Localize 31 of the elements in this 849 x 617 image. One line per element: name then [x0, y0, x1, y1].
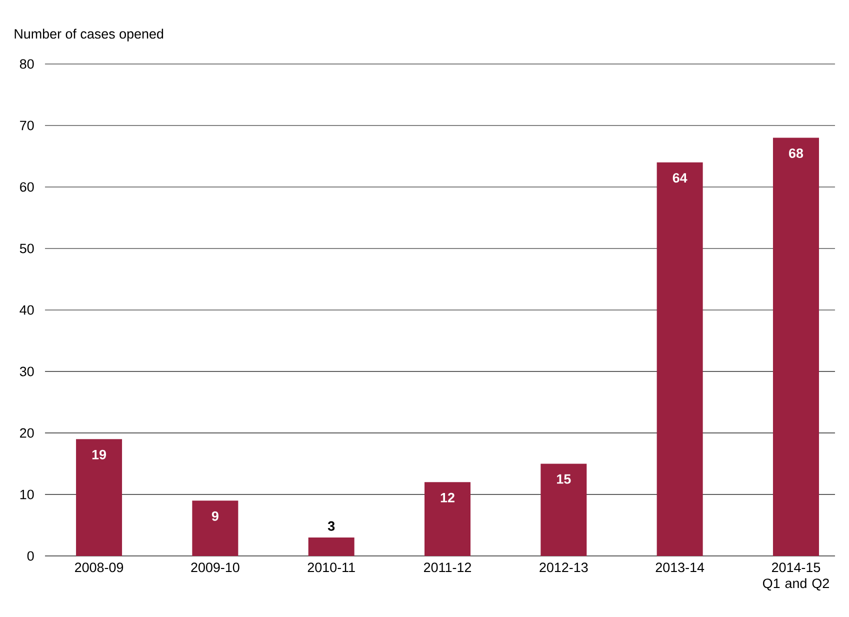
y-tick-label: 80 — [20, 59, 34, 69]
data-label: 3 — [328, 521, 335, 531]
y-tick-label: 50 — [20, 244, 34, 254]
y-tick-label: 0 — [27, 551, 34, 561]
bar — [540, 464, 587, 556]
bar — [656, 162, 703, 556]
y-tick-label: 70 — [20, 120, 34, 130]
y-tick-label: 10 — [20, 490, 34, 500]
x-tick-label: 2008-09 — [75, 562, 124, 572]
x-tick-label: 2013-14 — [656, 562, 704, 572]
bar — [772, 138, 819, 556]
y-tick-label: 40 — [20, 305, 34, 315]
x-tick-label: 2009-10 — [191, 562, 240, 572]
x-tick-label: 2011-12 — [424, 562, 472, 572]
y-axis-title: Number of cases opened — [14, 28, 164, 42]
bar — [192, 500, 238, 556]
x-tick-label: 2010-11 — [308, 562, 355, 572]
y-tick-label: 20 — [20, 428, 34, 438]
y-tick-label: 30 — [20, 366, 34, 376]
data-label: 64 — [672, 173, 688, 183]
data-label: 9 — [212, 511, 218, 521]
bar — [308, 538, 354, 556]
x-tick-label: 2014-15 Q1 and Q2 — [762, 562, 829, 591]
bar — [76, 439, 122, 556]
x-tick-label: 2012-13 — [540, 562, 588, 572]
bar — [424, 482, 471, 556]
data-label: 68 — [789, 148, 804, 158]
data-label: 19 — [92, 450, 106, 460]
y-tick-label: 60 — [20, 182, 34, 192]
data-label: 12 — [440, 492, 454, 502]
data-label: 15 — [557, 474, 571, 484]
